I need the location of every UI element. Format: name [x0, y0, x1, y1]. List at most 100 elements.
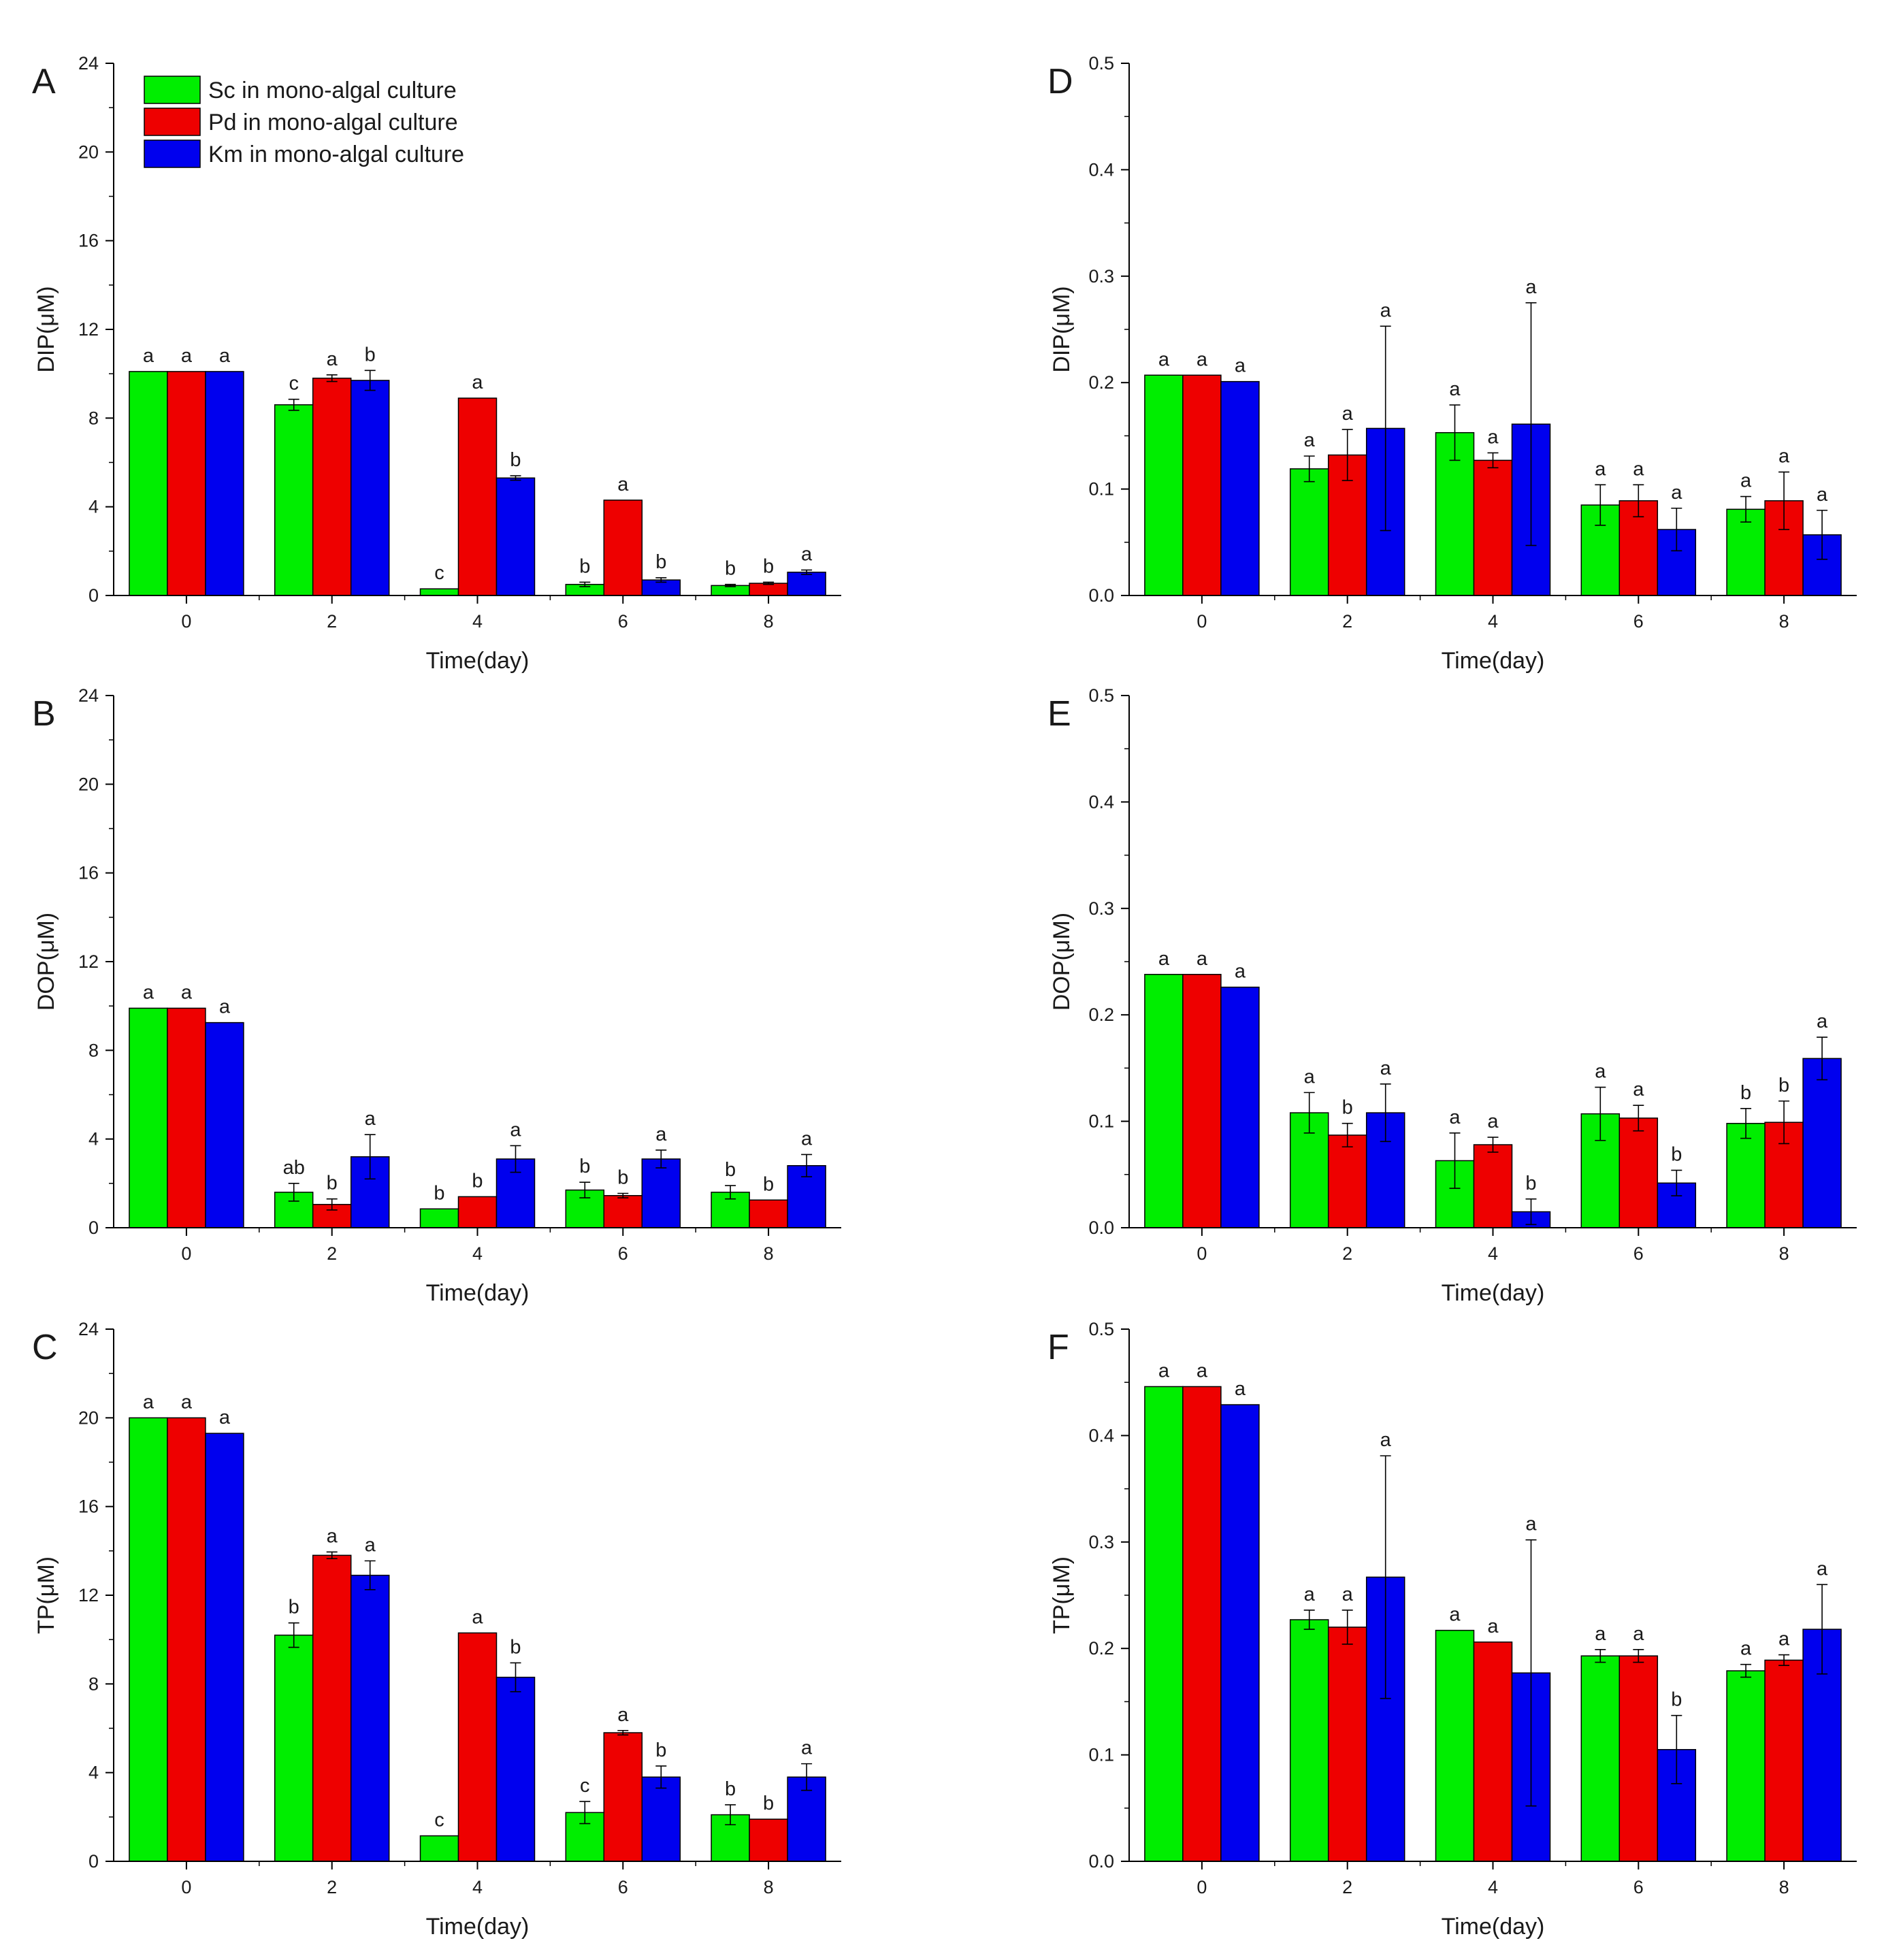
- x-tick-label: 6: [1633, 611, 1644, 632]
- x-tick-label: 8: [1779, 611, 1789, 632]
- legend-label: Sc in mono-algal culture: [208, 78, 457, 103]
- bar: [603, 1195, 643, 1228]
- significance-label: a: [1197, 948, 1208, 970]
- significance-label: b: [289, 1597, 299, 1618]
- significance-label: b: [725, 558, 736, 580]
- bar: [205, 1022, 244, 1228]
- y-tick-label: 0.4: [1088, 159, 1114, 180]
- bar: [1220, 380, 1260, 596]
- significance-label: b: [510, 1636, 521, 1658]
- significance-label: a: [472, 1606, 483, 1628]
- x-tick-label: 2: [327, 1243, 337, 1264]
- x-tick-label: 8: [764, 1243, 774, 1264]
- y-tick-label: 0.1: [1088, 1745, 1114, 1765]
- bar: [749, 1818, 788, 1862]
- legend-swatch: [144, 108, 201, 136]
- significance-label: a: [143, 345, 154, 367]
- significance-label: b: [510, 449, 521, 471]
- significance-label: a: [1235, 961, 1246, 983]
- y-tick-label: 0.2: [1088, 1004, 1114, 1025]
- x-tick-label: 4: [1488, 1243, 1498, 1264]
- panel-letter: A: [32, 62, 56, 101]
- bar: [1182, 1386, 1222, 1862]
- y-axis-title: DOP(μM): [33, 913, 59, 1011]
- bar: [1580, 1655, 1621, 1862]
- bar: [1764, 1659, 1804, 1862]
- significance-label: c: [580, 1775, 590, 1797]
- significance-label: a: [1304, 1584, 1316, 1605]
- panel-letter: D: [1047, 62, 1073, 101]
- x-tick-label: 0: [1197, 611, 1207, 632]
- chart-panel-e: a a a a b a b a a b a a b b a 0.0 0.1 0.2 0.3 0.4 0.5 0 2 4 6 8 Ti…: [1047, 685, 1857, 1306]
- bar: [1220, 1404, 1260, 1862]
- significance-label: a: [1671, 482, 1682, 504]
- y-tick-label: 12: [78, 1585, 99, 1605]
- significance-label: b: [1671, 1144, 1682, 1166]
- y-tick-label: 8: [88, 408, 99, 428]
- bar: [129, 1007, 168, 1228]
- legend-swatch: [144, 140, 201, 168]
- x-tick-label: 2: [1342, 611, 1352, 632]
- legend-swatch: [144, 76, 201, 104]
- y-axis-title: DIP(μM): [1049, 286, 1075, 372]
- significance-label: a: [1595, 1061, 1606, 1083]
- x-tick-label: 8: [1779, 1877, 1789, 1897]
- bar: [1619, 1117, 1659, 1228]
- bar: [1220, 986, 1260, 1228]
- x-tick-label: 2: [327, 1877, 337, 1897]
- bar: [641, 1158, 681, 1228]
- significance-label: a: [801, 544, 813, 566]
- bar: [1289, 1619, 1329, 1862]
- bar: [1289, 468, 1329, 596]
- significance-label: a: [365, 1108, 376, 1130]
- significance-label: b: [1525, 1173, 1536, 1194]
- bar: [1726, 1670, 1766, 1862]
- y-tick-label: 12: [78, 319, 99, 340]
- significance-label: a: [1740, 470, 1752, 492]
- significance-label: b: [579, 1156, 590, 1177]
- bar: [457, 1632, 498, 1862]
- significance-label: a: [1158, 348, 1170, 370]
- x-tick-label: 4: [472, 611, 483, 632]
- x-tick-label: 4: [472, 1877, 483, 1897]
- significance-label: a: [143, 981, 154, 1003]
- legend: Sc in mono-algal culture Pd in mono-algal…: [144, 76, 464, 168]
- x-axis-title: Time(day): [1442, 648, 1545, 674]
- legend-label: Km in mono-algal culture: [208, 142, 464, 167]
- significance-label: a: [1235, 355, 1246, 377]
- x-axis-title: Time(day): [1442, 1914, 1545, 1940]
- y-tick-label: 8: [88, 1673, 99, 1694]
- y-tick-label: 0: [88, 1851, 99, 1872]
- significance-label: a: [1595, 1623, 1606, 1645]
- bar: [1435, 1629, 1475, 1862]
- significance-label: a: [1380, 299, 1392, 321]
- significance-label: a: [327, 348, 338, 370]
- y-tick-label: 0.0: [1088, 585, 1114, 606]
- significance-label: b: [365, 344, 376, 365]
- significance-label: a: [1740, 1638, 1752, 1660]
- significance-label: a: [617, 1704, 629, 1726]
- bar: [1144, 974, 1184, 1228]
- x-tick-label: 6: [1633, 1243, 1644, 1264]
- y-axis-title: DIP(μM): [33, 286, 59, 372]
- y-tick-label: 16: [78, 863, 99, 883]
- y-tick-label: 0.2: [1088, 372, 1114, 393]
- significance-label: ab: [283, 1157, 305, 1179]
- significance-label: a: [1525, 1514, 1537, 1535]
- significance-label: a: [181, 981, 193, 1003]
- bar: [1473, 459, 1513, 596]
- y-axis-title: TP(μM): [33, 1556, 59, 1634]
- bar: [749, 1199, 788, 1228]
- significance-label: a: [1595, 458, 1606, 480]
- significance-label: b: [617, 1166, 628, 1188]
- x-tick-label: 8: [764, 611, 774, 632]
- significance-label: a: [1449, 378, 1461, 400]
- y-tick-label: 0: [88, 1218, 99, 1238]
- significance-label: a: [1778, 1629, 1790, 1650]
- significance-label: a: [1342, 403, 1354, 425]
- y-tick-label: 0.4: [1088, 791, 1114, 812]
- bar: [1144, 374, 1184, 596]
- significance-label: b: [763, 1173, 774, 1195]
